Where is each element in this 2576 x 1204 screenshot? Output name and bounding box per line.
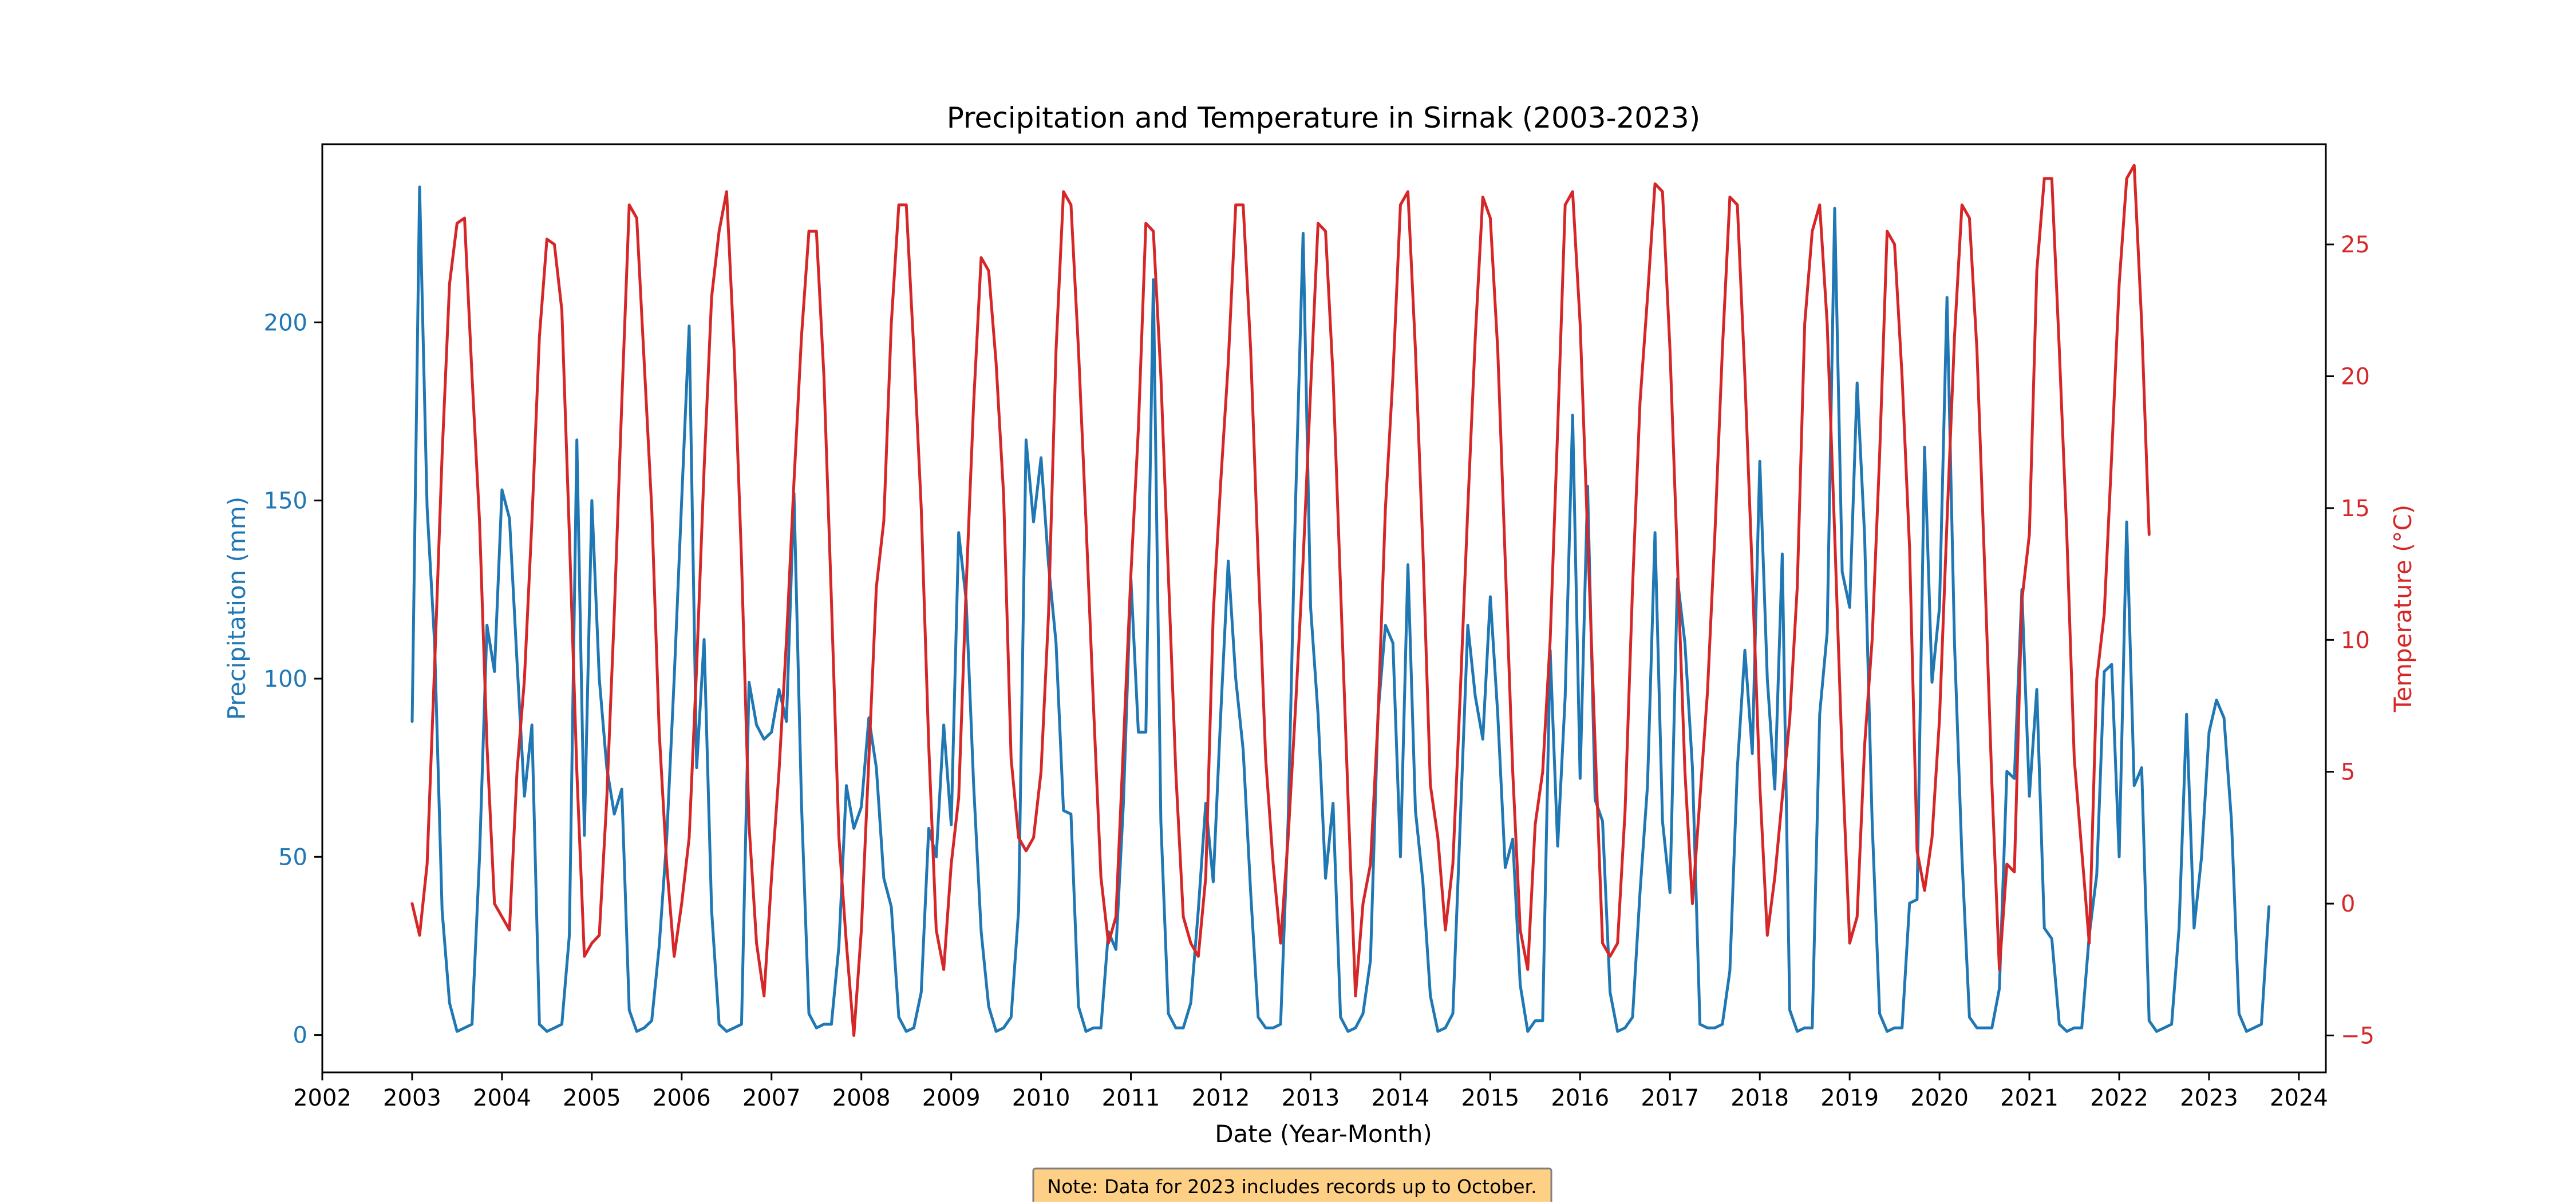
x-tick-label: 2014 [1372, 1085, 1430, 1111]
x-tick-label: 2008 [832, 1085, 891, 1111]
x-tick-label: 2015 [1461, 1085, 1519, 1111]
x-axis-title: Date (Year-Month) [1215, 1120, 1432, 1148]
right-y-tick-label: 25 [2341, 232, 2370, 258]
temperature-series-line [410, 164, 2151, 1037]
x-tick-label: 2011 [1102, 1085, 1160, 1111]
x-tick-label: 2013 [1282, 1085, 1340, 1111]
left-y-tick-label: 100 [264, 666, 307, 692]
left-y-tick-label: 50 [278, 844, 307, 870]
x-tick-label: 2021 [2000, 1085, 2059, 1111]
left-y-axis-ticks: 0 50 100 150 200 [264, 310, 322, 1049]
right-y-tick-label: 0 [2341, 891, 2355, 917]
x-tick-label: 2023 [2180, 1085, 2238, 1111]
right-y-tick-label: −5 [2341, 1023, 2374, 1049]
x-tick-label: 2012 [1192, 1085, 1250, 1111]
right-y-tick-label: 20 [2341, 364, 2370, 390]
x-tick-label: 2018 [1730, 1085, 1789, 1111]
left-y-axis-title: Precipitation (mm) [223, 497, 251, 720]
x-tick-label: 2016 [1551, 1085, 1609, 1111]
x-tick-label: 2019 [1820, 1085, 1879, 1111]
x-tick-label: 2022 [2090, 1085, 2148, 1111]
left-y-tick-label: 0 [293, 1023, 307, 1049]
x-tick-label: 2003 [383, 1085, 441, 1111]
x-tick-label: 2007 [742, 1085, 801, 1111]
x-axis-ticks: 2002 2003 2004 2005 2006 2007 2008 2009 2010 2011… [293, 1072, 2328, 1111]
x-tick-label: 2006 [653, 1085, 711, 1111]
x-tick-label: 2005 [563, 1085, 621, 1111]
right-y-tick-label: 15 [2341, 496, 2370, 522]
chart-title: Precipitation and Temperature in Sirnak … [947, 101, 1701, 134]
plot-lines [410, 164, 2271, 1037]
x-tick-label: 2009 [922, 1085, 981, 1111]
precipitation-series-line [410, 185, 2271, 1033]
x-tick-label: 2002 [293, 1085, 351, 1111]
left-y-tick-label: 150 [264, 488, 307, 514]
x-tick-label: 2024 [2270, 1085, 2328, 1111]
note-box-background [1032, 1167, 1552, 1204]
x-tick-label: 2004 [473, 1085, 531, 1111]
note-box: Note: Data for 2023 includes records up … [1032, 1167, 1552, 1204]
x-tick-label: 2010 [1012, 1085, 1070, 1111]
x-tick-label: 2017 [1641, 1085, 1699, 1111]
right-y-tick-label: 10 [2341, 627, 2370, 654]
right-y-axis-ticks: −5 0 5 10 15 20 25 [2326, 232, 2374, 1049]
note-text: Note: Data for 2023 includes records up … [1047, 1175, 1536, 1198]
right-y-tick-label: 5 [2341, 759, 2355, 786]
right-y-axis-title: Temperature (°C) [2389, 505, 2417, 713]
x-tick-label: 2020 [1910, 1085, 1969, 1111]
left-y-tick-label: 200 [264, 310, 307, 336]
plot-frame [321, 143, 2327, 1074]
